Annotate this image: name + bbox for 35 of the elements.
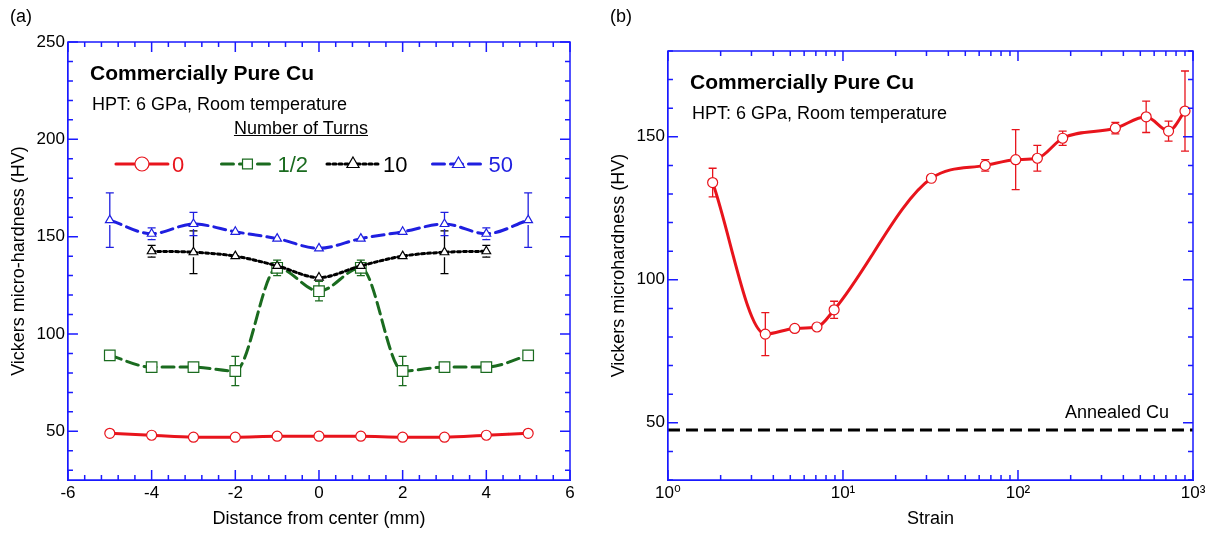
- x-axis-title: Distance from center (mm): [212, 508, 426, 529]
- x-tick-label: 10¹: [830, 482, 856, 502]
- text: (a): [10, 6, 32, 26]
- y-tick-label: 50: [46, 421, 65, 441]
- x-axis-title: Strain: [906, 508, 954, 529]
- y-tick-label: 250: [36, 31, 65, 51]
- text: HPT: 6 GPa, Room temperature: [91, 94, 348, 114]
- x-tick-label: -2: [227, 482, 243, 502]
- x-tick-label: 0: [314, 482, 324, 502]
- y-tick-label: 100: [36, 323, 65, 343]
- y-tick-label: 150: [36, 226, 65, 246]
- y-tick-label: 200: [36, 129, 65, 149]
- x-tick-label: 10³: [1180, 482, 1206, 502]
- legend-label: 1/2: [277, 152, 309, 177]
- x-tick-label: 2: [397, 482, 408, 502]
- text: Commercially Pure Cu: [89, 61, 315, 84]
- y-axis-title: Vickers micro-hardness (HV): [7, 146, 28, 376]
- x-tick-label: 10²: [1005, 482, 1031, 502]
- y-tick-label: 100: [636, 269, 665, 289]
- legend-label: 10: [382, 152, 408, 177]
- y-tick-label: 50: [646, 412, 665, 432]
- x-tick-label: 4: [481, 482, 492, 502]
- y-axis-title: Vickers microhardness (HV): [607, 153, 628, 378]
- x-tick-label: -6: [60, 482, 76, 502]
- y-tick-label: 150: [636, 126, 665, 146]
- x-tick-label: -4: [144, 482, 160, 502]
- ref-line-label: Annealed Cu: [1064, 401, 1169, 422]
- legend-title: Number of Turns: [233, 118, 368, 139]
- text: HPT: 6 GPa, Room temperature: [691, 103, 948, 123]
- x-tick-label: 10⁰: [655, 482, 682, 502]
- legend-label: 50: [488, 152, 513, 177]
- text: Commercially Pure Cu: [689, 70, 915, 93]
- text: (b): [610, 6, 632, 26]
- legend-label: 0: [171, 152, 185, 177]
- x-tick-label: 6: [565, 482, 575, 502]
